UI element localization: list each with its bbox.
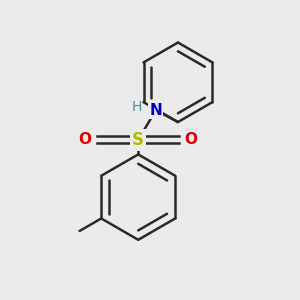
- Text: N: N: [149, 103, 162, 118]
- Text: O: O: [185, 132, 198, 147]
- Text: O: O: [79, 132, 92, 147]
- Text: H: H: [132, 100, 142, 114]
- Text: S: S: [132, 131, 144, 149]
